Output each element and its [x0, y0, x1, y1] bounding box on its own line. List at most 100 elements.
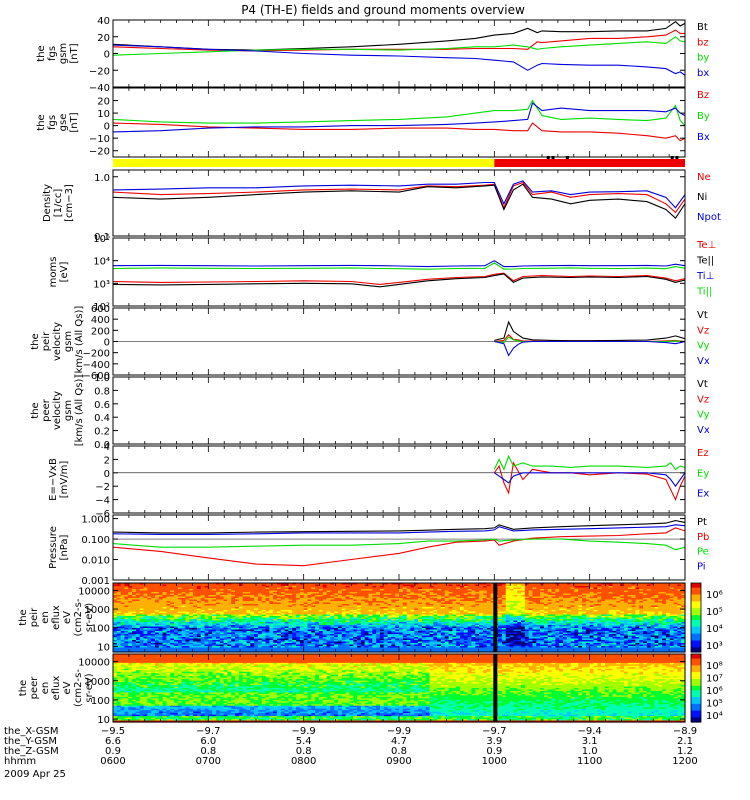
series-line-pressure-1	[113, 527, 685, 567]
legend-label-fgs-sm: Bz	[697, 90, 709, 101]
x-row-value: 0.8	[391, 746, 407, 757]
y-tick-label: 4	[104, 442, 110, 453]
series-line-temperature-3	[113, 262, 685, 270]
y-axis-label-line: peer	[41, 398, 52, 422]
x-row-value: 0700	[196, 756, 221, 767]
y-axis-label-density: Density [1/cc] [cm−3]	[42, 184, 75, 222]
series-line-fgs-gsm-3	[113, 44, 685, 76]
legend-label-pressure: Pi	[697, 561, 706, 572]
panel-efield: Ez Ey Ex 4 2 0 −2 −4 −6 E=−VxB [mV/m]	[48, 442, 709, 520]
y-tick-label: 0.100	[81, 535, 110, 546]
y-axis-label-line: fgs	[47, 115, 58, 130]
legend-label-peer-velocity: Vz	[697, 394, 709, 405]
y-tick-label: 20	[97, 33, 110, 44]
panel-frame-density	[112, 169, 686, 237]
x-row-value: −9.5	[101, 726, 125, 737]
y-tick-label: 0	[104, 122, 110, 133]
colorbar-tick-label: 10⁴	[706, 711, 723, 722]
y-tick-label: 100	[91, 696, 110, 707]
y-tick-label: 10	[97, 642, 110, 653]
series-line-efield-2	[493, 472, 685, 488]
y-axis-label-line: gsm	[58, 43, 69, 64]
y-axis-label-line: fgs	[47, 46, 58, 61]
y-axis-label-line: eV	[62, 611, 73, 624]
colorbar-tick-label: 10⁴	[706, 624, 723, 635]
series-line-peir-velocity-0	[494, 320, 685, 342]
y-tick-label: 1.0	[94, 373, 110, 384]
series-line-density-1	[113, 183, 685, 220]
y-axis-label-line: the	[18, 609, 29, 625]
x-row-label: the_Z-GSM	[4, 746, 59, 757]
y-tick-label: −20	[89, 147, 110, 158]
legend-label-peir-velocity: Vy	[697, 341, 710, 352]
legend-label-temperature: Ti⊥	[696, 271, 714, 282]
panel-fgs-gsm: Bt bz by bx 40 20 0 −20 −40 the fgs gsm [nT]	[36, 16, 709, 94]
legend-label-peer-velocity: Vt	[697, 379, 708, 390]
y-tick-label: 1.000	[81, 515, 110, 526]
y-tick-label: −40	[89, 83, 110, 94]
colorbar-tick-label: 10⁶	[706, 686, 723, 697]
y-tick-label: 10	[97, 715, 110, 726]
series-line-temperature-2	[113, 260, 685, 268]
series-line-efield-0	[493, 461, 685, 502]
y-tick-label: 1000	[85, 677, 110, 688]
y-axis-label-line: eflux	[51, 676, 62, 701]
legend-label-peer-velocity: Vx	[697, 425, 710, 436]
plot-date: 2009 Apr 25	[4, 769, 66, 780]
y-tick-label: 0.0	[94, 440, 110, 451]
series-line-peir-velocity-3	[494, 340, 685, 357]
data-gap-peer-en-eflux	[493, 654, 498, 722]
legend-label-peir-velocity: Vx	[697, 356, 710, 367]
y-tick-label: 0	[104, 469, 110, 480]
legend-label-density: Npot	[697, 212, 721, 223]
legend-label-fgs-sm: By	[697, 111, 710, 122]
legend-label-peer-velocity: Vy	[697, 410, 710, 421]
series-line-pressure-0	[113, 520, 685, 534]
y-axis-label-line: [km/s (All Qs)]	[74, 306, 85, 378]
y-axis-label-line: the	[18, 680, 29, 696]
y-axis-label-line: moms	[48, 257, 59, 288]
x-row-value: 3.1	[582, 736, 598, 747]
y-axis-label-line: Pressure	[48, 526, 59, 569]
y-axis-label-line: sr-eV)	[84, 673, 95, 702]
colorbar-tick-label: 10⁷	[706, 674, 723, 685]
y-axis-label-line: gse	[58, 114, 69, 132]
y-tick-label: 600	[91, 304, 110, 315]
x-row-label: hhmm	[4, 756, 36, 767]
y-axis-label-line: gsm	[63, 331, 74, 352]
y-axis-label-line: velocity	[52, 391, 63, 430]
y-axis-label-line: [km/s (All Qs)]	[74, 375, 85, 447]
x-row-value: −9.9	[387, 726, 411, 737]
series-line-fgs-sm-2	[113, 102, 685, 133]
y-axis-label-line: velocity	[52, 322, 63, 361]
series-line-fgs-sm-0	[113, 122, 685, 142]
mode-marker-0	[546, 156, 550, 159]
y-axis-label-line: (cm2-s-	[73, 598, 84, 636]
x-row-value: 5.4	[296, 736, 312, 747]
legend-label-temperature: Te||	[696, 256, 714, 267]
colorbar-tick-label: 10³	[706, 641, 723, 652]
legend-label-peir-velocity: Vt	[697, 310, 708, 321]
x-axis-block: the_X-GSM −9.5 −9.7 −9.9 −9.9 −9.7 −9.4 −8.9 the…	[4, 726, 698, 780]
y-axis-label-line: en	[40, 611, 51, 624]
series-group-density	[113, 180, 685, 220]
legend-label-density: Ne	[697, 172, 711, 183]
x-row-value: 0600	[100, 756, 125, 767]
x-row-value: 2.1	[677, 736, 693, 747]
legend-label-fgs-gsm: bz	[697, 37, 709, 48]
legend-label-density: Ni	[697, 192, 707, 203]
legend-label-fgs-sm: Bx	[697, 132, 710, 143]
y-tick-label: −400	[83, 360, 110, 371]
y-tick-label: 0.2	[94, 427, 110, 438]
x-row-label: the_Y-GSM	[4, 736, 57, 747]
y-axis-label-line: eV	[62, 681, 73, 694]
y-axis-label-line: the	[30, 333, 41, 349]
x-row-value: −9.9	[292, 726, 316, 737]
y-axis-label-line: (cm2-s-	[73, 669, 84, 707]
y-axis-label-line: E=−VxB	[48, 458, 59, 501]
series-line-fgs-gsm-2	[113, 36, 685, 56]
y-axis-label-efield: E=−VxB [mV/m]	[48, 458, 70, 501]
